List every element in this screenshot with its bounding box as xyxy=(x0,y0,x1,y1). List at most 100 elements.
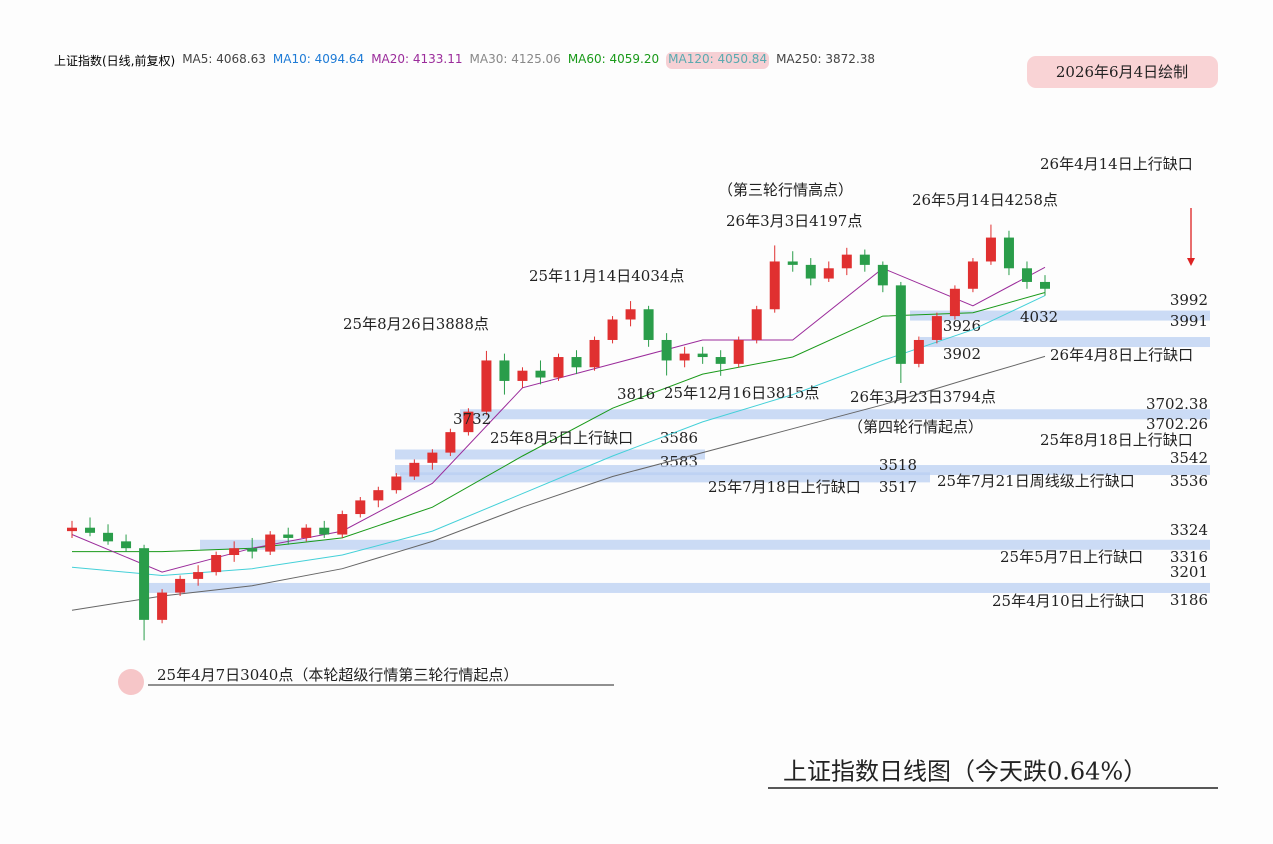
gap-low-label: 3991 xyxy=(1170,312,1208,330)
gap-low-label: 3536 xyxy=(1170,472,1208,490)
candle-body xyxy=(247,548,258,552)
gap-high-label: 3926 xyxy=(943,317,981,335)
candle-body xyxy=(121,541,132,549)
gap-band xyxy=(140,582,1210,593)
candle-body xyxy=(805,264,816,279)
candle-body xyxy=(841,254,852,269)
candle-body xyxy=(265,534,276,552)
legend-entry: MA120: 4050.84 xyxy=(666,52,770,69)
candle-body xyxy=(679,353,690,361)
candle-body xyxy=(787,261,798,265)
gap-low-label: 3517 xyxy=(879,478,917,496)
candle-body xyxy=(139,548,150,620)
gap-high-label: 3992 xyxy=(1170,291,1208,309)
candle-body xyxy=(319,527,330,535)
gap-low-label: 3902 xyxy=(943,345,981,363)
badge-bg xyxy=(1027,56,1218,88)
annotation: 25年8月26日3888点 xyxy=(343,315,489,333)
annotation: 25年7月18日上行缺口 xyxy=(708,478,861,496)
candle-body xyxy=(1021,268,1032,282)
annotation: 26年5月14日4258点 xyxy=(912,191,1058,209)
annotation: 26年3月23日3794点 xyxy=(850,388,996,406)
legend-entry: MA250: 3872.38 xyxy=(776,52,876,66)
gap-high-label: 3702.38 xyxy=(1146,395,1208,413)
candle-body xyxy=(733,339,744,364)
candle-body xyxy=(85,527,96,533)
candle-body xyxy=(949,288,960,317)
candle-body xyxy=(643,309,654,340)
candle-body xyxy=(913,339,924,364)
annotation: 25年4月7日3040点（本轮超级行情第三轮行情起点） xyxy=(157,666,518,684)
candle-body xyxy=(283,534,294,538)
candle-body xyxy=(535,370,546,378)
header-title: 上证指数(日线,前复权) xyxy=(54,54,176,68)
gap-low-label: 3186 xyxy=(1170,591,1208,609)
annotation: 25年12月16日3815点 xyxy=(664,384,819,402)
candle-body xyxy=(985,237,996,262)
candle-body xyxy=(463,411,474,433)
annotation: 3732 xyxy=(453,410,491,428)
ma-line xyxy=(71,355,1046,611)
gap-band xyxy=(400,472,930,483)
candle-body xyxy=(373,490,384,501)
gap-band xyxy=(200,539,1210,550)
candle-body xyxy=(715,357,726,364)
legend-entry: MA5: 4068.63 xyxy=(182,52,266,66)
candle-body xyxy=(769,261,780,310)
gap-band xyxy=(395,449,705,460)
gap-band xyxy=(460,409,1210,420)
annotation: 26年4月14日上行缺口 xyxy=(1040,155,1193,173)
legend-entry: MA10: 4094.64 xyxy=(272,52,365,66)
candle-body xyxy=(823,268,834,279)
annotation: 25年8月5日上行缺口 xyxy=(490,429,633,447)
gap-high-label: 3518 xyxy=(879,456,917,474)
candle-body xyxy=(661,339,672,361)
legend-entry: MA30: 4125.06 xyxy=(469,52,561,66)
candle-body xyxy=(211,555,222,573)
candle-body xyxy=(445,432,456,453)
candle-body xyxy=(571,357,582,368)
gap-band xyxy=(910,310,1210,321)
annotation: （第四轮行情起点） xyxy=(848,418,983,436)
gap-band xyxy=(395,465,1210,476)
gap-high-label: 3324 xyxy=(1170,521,1208,539)
candle-body xyxy=(859,254,870,265)
annotation: 25年11月14日4034点 xyxy=(529,267,684,285)
candle-body xyxy=(337,514,348,535)
candle-body xyxy=(1003,237,1014,269)
annotation: 25年4月10日上行缺口 xyxy=(992,592,1145,610)
annotation: 3816 xyxy=(617,385,655,403)
annotation: 25年7月21日周线级上行缺口 xyxy=(937,472,1135,490)
gap-low-label: 3316 xyxy=(1170,548,1208,566)
candle-body xyxy=(625,309,636,320)
candle-body xyxy=(481,360,492,412)
candle-body xyxy=(697,353,708,358)
legend-entry: MA60: 4059.20 xyxy=(567,52,660,66)
annotation: 25年5月7日上行缺口 xyxy=(1000,548,1143,566)
candle-body xyxy=(67,527,77,532)
gap-band xyxy=(920,337,1210,348)
candle-body xyxy=(607,319,618,340)
candle-body xyxy=(427,452,438,463)
legend-entry: MA20: 4133.11 xyxy=(371,52,463,66)
candle-body xyxy=(409,462,420,477)
candle-body xyxy=(175,578,186,593)
gap-high-label: 3201 xyxy=(1170,563,1208,581)
gap-high-label: 3542 xyxy=(1170,449,1208,467)
candle-body xyxy=(355,500,366,515)
candle-body xyxy=(229,548,240,556)
chart-title: 上证指数日线图（今天跌0.64%） xyxy=(783,758,1147,786)
candle-body xyxy=(391,476,402,491)
candle-body xyxy=(877,264,888,286)
annotation: （第三轮行情高点） xyxy=(718,181,853,199)
candle-body xyxy=(103,532,114,542)
candle-body xyxy=(301,527,312,538)
candle-body xyxy=(751,309,762,340)
candle-body xyxy=(931,316,942,340)
arrow-head xyxy=(1187,258,1195,266)
candle-body xyxy=(499,360,510,381)
candle-body xyxy=(517,370,528,381)
candle-body xyxy=(1040,281,1050,289)
